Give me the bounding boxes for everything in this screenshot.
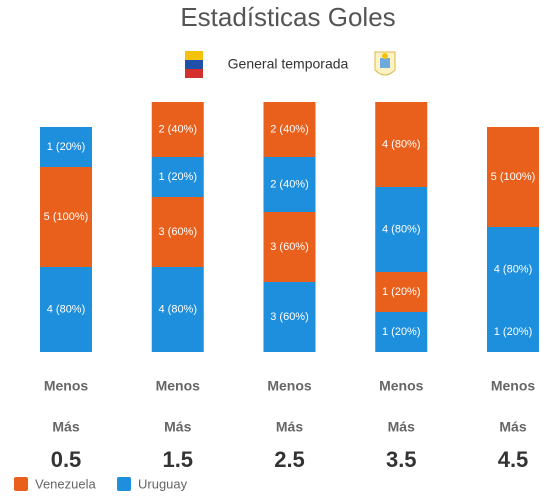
bar-segment xyxy=(40,167,92,267)
flag-venezuela xyxy=(185,51,203,78)
bar-segment xyxy=(40,127,92,167)
bar-segment xyxy=(151,197,204,267)
value-label: 4 (80%) xyxy=(382,223,421,235)
bar-segment xyxy=(487,312,539,352)
over-label: Más xyxy=(164,419,191,435)
under-label: Menos xyxy=(156,378,201,394)
over-label: Más xyxy=(276,419,303,435)
under-label: Menos xyxy=(267,378,312,394)
value-label: 4 (80%) xyxy=(494,263,533,275)
bar-segment xyxy=(487,227,539,312)
bar-segment xyxy=(151,102,204,157)
value-label: 3 (60%) xyxy=(158,226,197,238)
value-label: 5 (100%) xyxy=(44,211,89,223)
legend-swatch xyxy=(14,477,28,491)
value-label: 2 (40%) xyxy=(270,123,309,135)
under-label: Menos xyxy=(491,378,536,394)
bar-segment xyxy=(375,102,428,187)
under-label: Menos xyxy=(44,378,89,394)
legend-label: Uruguay xyxy=(138,476,188,491)
value-label: 4 (80%) xyxy=(382,138,421,150)
bar-segment xyxy=(375,312,428,352)
value-label: 2 (40%) xyxy=(158,123,197,135)
category-label: 2.5 xyxy=(274,447,305,472)
value-label: 2 (40%) xyxy=(270,178,309,190)
value-label: 3 (60%) xyxy=(270,241,309,253)
flag-uruguay xyxy=(374,51,396,76)
category-label: 4.5 xyxy=(498,447,529,472)
value-label: 1 (20%) xyxy=(382,286,421,298)
value-label: 1 (20%) xyxy=(494,326,533,338)
value-label: 1 (20%) xyxy=(47,141,86,153)
subtitle: General temporada xyxy=(228,56,349,72)
bar-segment xyxy=(263,157,316,212)
bar-segment xyxy=(487,127,539,227)
value-label: 1 (20%) xyxy=(382,326,421,338)
under-label: Menos xyxy=(379,378,424,394)
category-label: 3.5 xyxy=(386,447,417,472)
bar-segment xyxy=(263,102,316,157)
bar-segment xyxy=(40,267,92,352)
category-label: 1.5 xyxy=(162,447,193,472)
value-label: 4 (80%) xyxy=(47,303,86,315)
value-label: 4 (80%) xyxy=(158,303,197,315)
value-label: 5 (100%) xyxy=(491,171,536,183)
bar-segment xyxy=(151,267,204,352)
bar-segment xyxy=(375,272,428,312)
over-label: Más xyxy=(388,419,415,435)
bar-segment xyxy=(263,212,316,282)
over-label: Más xyxy=(52,419,79,435)
bar-segment xyxy=(375,187,428,272)
bar-segment xyxy=(263,282,316,352)
value-label: 3 (60%) xyxy=(270,311,309,323)
chart-title: Estadísticas Goles xyxy=(180,2,395,32)
category-label: 0.5 xyxy=(51,447,82,472)
legend-label: Venezuela xyxy=(35,476,96,491)
over-label: Más xyxy=(499,419,526,435)
bar-segment xyxy=(151,157,204,197)
value-label: 1 (20%) xyxy=(158,171,197,183)
legend-swatch xyxy=(117,477,131,491)
